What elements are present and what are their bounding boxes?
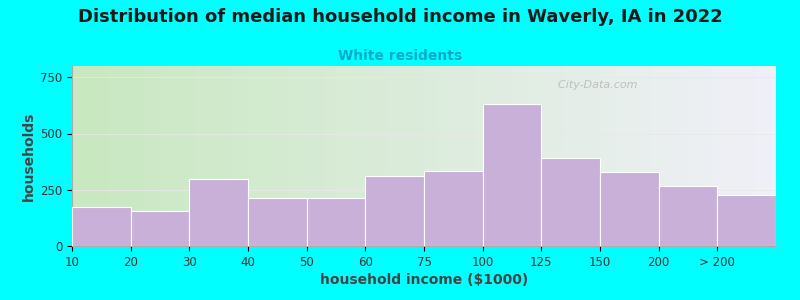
Bar [424,171,482,246]
Bar [190,178,248,246]
Bar [600,172,658,246]
Bar [306,198,366,246]
Bar [718,195,776,246]
Text: Distribution of median household income in Waverly, IA in 2022: Distribution of median household income … [78,8,722,26]
Bar [366,176,424,246]
Text: White residents: White residents [338,50,462,64]
Bar [658,186,718,246]
X-axis label: household income ($1000): household income ($1000) [320,273,528,287]
Bar [130,211,190,246]
Bar [72,207,130,246]
Bar [542,158,600,246]
Y-axis label: households: households [22,111,36,201]
Text: City-Data.com: City-Data.com [550,80,638,90]
Bar [248,198,306,246]
Bar [482,104,542,246]
